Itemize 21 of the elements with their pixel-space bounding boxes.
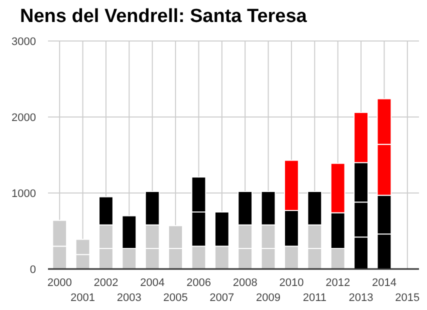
y-tick-label: 1000: [12, 188, 36, 200]
x-tick-label: 2005: [163, 292, 188, 304]
x-tick-label: 2015: [395, 292, 420, 304]
x-tick-label: 2012: [326, 277, 350, 289]
y-tick-label: 3000: [12, 36, 36, 48]
x-tick-label: 2001: [70, 292, 96, 304]
x-tick-label: 2000: [47, 277, 72, 289]
chart-title: Nens del Vendrell: Santa Teresa: [20, 6, 308, 27]
x-tick-label: 2003: [116, 292, 142, 304]
y-tick-label: 2000: [12, 112, 36, 124]
x-tick-label: 2011: [302, 292, 326, 304]
x-tick-label: 2009: [256, 292, 281, 304]
x-tick-label: 2004: [140, 277, 165, 289]
x-tick-label: 2008: [232, 277, 258, 289]
y-tick-label: 0: [30, 264, 36, 276]
x-tick-label: 2013: [348, 292, 374, 304]
x-tick-label: 2014: [372, 277, 396, 289]
x-tick-label: 2006: [186, 277, 211, 289]
x-tick-label: 2007: [210, 292, 234, 304]
x-tick-label: 2010: [279, 277, 304, 289]
x-tick-label: 2002: [94, 277, 118, 289]
